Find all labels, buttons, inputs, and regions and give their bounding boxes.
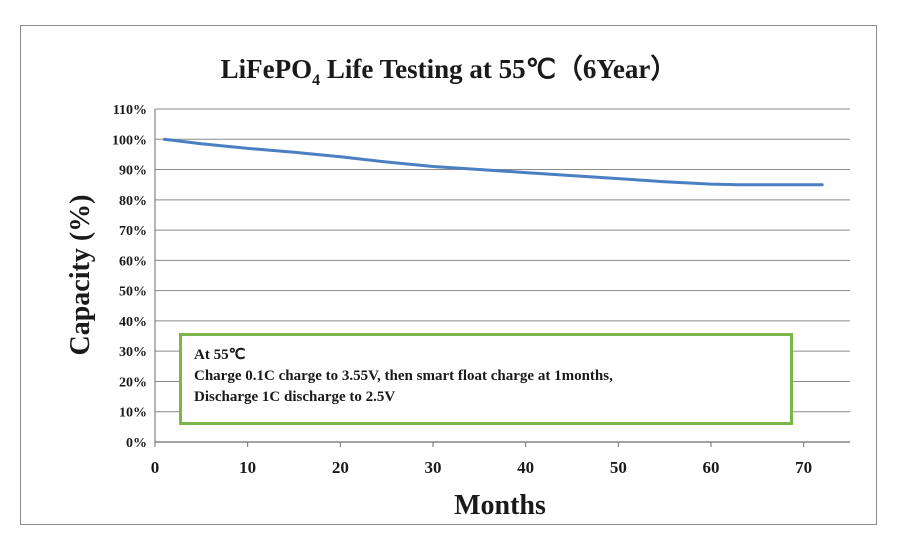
annotation-box: At 55℃ Charge 0.1C charge to 3.55V, then…	[179, 333, 793, 425]
y-tick-label: 110%	[113, 103, 147, 118]
axes	[154, 109, 850, 447]
y-tick-label: 100%	[112, 133, 147, 148]
x-tick-label: 20	[332, 458, 349, 477]
capacity-line	[162, 137, 824, 187]
x-axis-title: Months	[454, 490, 546, 521]
y-tick-labels: 0% 10% 20% 30% 40% 50% 60% 70% 80% 90% 100% 110%	[112, 103, 147, 451]
x-tick-labels: 0 10 20 30 40 50 60 70	[151, 458, 812, 477]
x-tick-label: 0	[151, 458, 160, 477]
y-tick-label: 90%	[119, 164, 147, 179]
y-axis-title: Capacity (%)	[65, 195, 96, 356]
x-tick-label: 40	[517, 458, 534, 477]
y-tick-label: 30%	[119, 345, 147, 360]
y-tick-label: 40%	[119, 315, 147, 330]
x-tick-label: 50	[610, 458, 627, 477]
x-tick-label: 60	[703, 458, 720, 477]
y-tick-label: 0%	[126, 436, 147, 451]
y-tick-label: 60%	[119, 254, 147, 269]
x-tick-label: 70	[795, 458, 812, 477]
y-tick-label: 70%	[119, 224, 147, 239]
annotation-line-1: At 55℃	[194, 347, 246, 363]
series-layer	[162, 137, 824, 187]
annotation-line-2: Charge 0.1C charge to 3.55V, then smart …	[194, 368, 613, 384]
chart-svg: 0% 10% 20% 30% 40% 50% 60% 70% 80% 90% 100% 110% 0 1…	[65, 54, 850, 521]
y-tick-label: 10%	[119, 406, 147, 421]
y-tick-label: 50%	[119, 285, 147, 300]
y-tick-label: 80%	[119, 194, 147, 209]
chart-title: LiFePO4 Life Testing at 55℃（6Year）	[221, 54, 678, 89]
y-tick-label: 20%	[119, 375, 147, 390]
x-tick-label: 30	[425, 458, 442, 477]
chart-frame: 0% 10% 20% 30% 40% 50% 60% 70% 80% 90% 100% 110% 0 1…	[20, 25, 877, 525]
annotation-line-3: Discharge 1C discharge to 2.5V	[194, 389, 396, 405]
x-tick-label: 10	[239, 458, 256, 477]
